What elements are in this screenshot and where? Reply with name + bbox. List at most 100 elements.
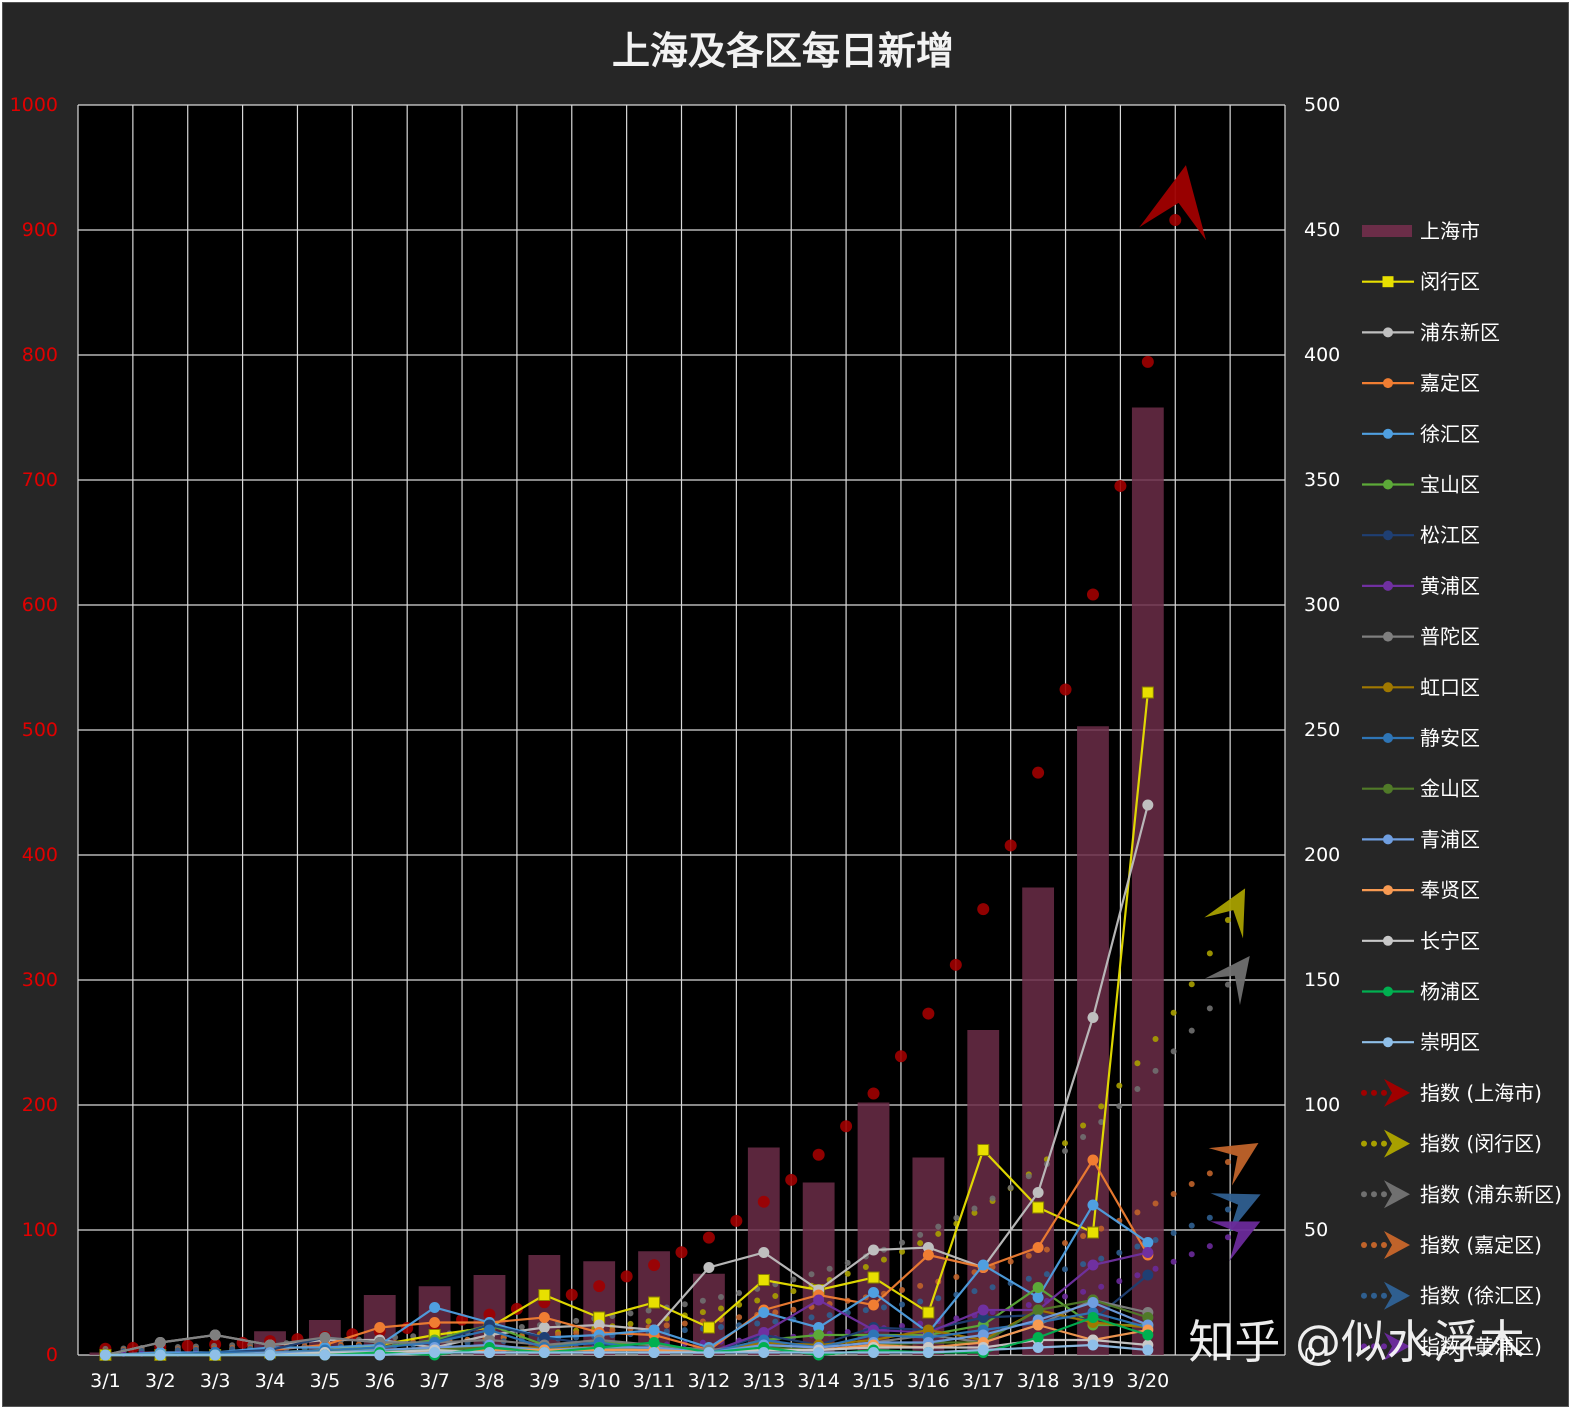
trend-dot [935,1295,942,1302]
legend-marker [1383,1037,1393,1048]
trend-dot [1025,1275,1032,1282]
legend-label: 指数 (嘉定区) [1420,1233,1542,1257]
legend-label: 静安区 [1420,726,1480,750]
trend-dot [1206,1214,1213,1221]
series-point [867,1271,880,1284]
trend-dot [1032,766,1045,779]
x-tick-label: 3/12 [688,1370,731,1392]
series-point [813,1347,825,1358]
x-tick-label: 3/15 [852,1370,895,1392]
trend-dot [790,1276,797,1283]
trend-dot [1134,1243,1141,1250]
legend-marker [1383,733,1393,743]
series-point [1087,1312,1099,1323]
y-right-tick-label: 450 [1304,219,1340,241]
trend-dot [1152,1067,1159,1074]
legend-swatch [1381,1089,1387,1096]
legend-swatch [1361,1242,1367,1248]
legend-label: 闵行区 [1420,270,1480,294]
trend-dot [894,1050,907,1063]
x-tick-label: 3/18 [1017,1370,1060,1392]
legend-marker [1383,378,1393,389]
x-tick-label: 3/1 [90,1370,121,1392]
trend-dot [1170,1048,1177,1055]
legend-marker [1383,327,1393,338]
trend-dot [880,1304,887,1311]
trend-dot [971,1288,978,1295]
trend-dot [645,1307,652,1314]
series-point [1142,1237,1154,1248]
series-point [703,1262,715,1273]
series-point [154,1349,166,1361]
legend-label: 黄浦区 [1420,574,1480,598]
legend-swatch [1361,1343,1367,1350]
trend-dot [935,1230,942,1237]
legend-label: 奉贤区 [1420,878,1480,902]
series-point [1032,1282,1044,1293]
y-right-tick-label: 50 [1304,1219,1328,1241]
trend-dot [1224,1206,1231,1213]
trend-dot [1141,355,1154,368]
trend-dot [1224,981,1231,988]
trend-dot [627,1320,634,1327]
trend-dot [917,1240,924,1247]
x-tick-label: 3/4 [255,1370,286,1392]
trend-arrowhead [1139,165,1206,241]
trend-dot [1098,1283,1105,1290]
series-line [105,1301,1149,1357]
trend-dot [826,1265,833,1272]
legend-label: 杨浦区 [1420,980,1480,1004]
x-tick-label: 3/8 [474,1370,505,1392]
series-point [1087,1199,1099,1211]
legend-marker [1383,682,1393,693]
trend-dot [1098,1103,1105,1110]
series-point [1032,1304,1044,1316]
trend-dot [1188,1222,1195,1229]
legend-swatch [1371,1292,1377,1299]
trend-dot [681,1320,688,1327]
legend-label: 指数 (黄浦区) [1420,1334,1542,1358]
trend-dot [1114,479,1127,492]
y-right-tick-label: 350 [1304,469,1340,491]
trend-dot [736,1290,743,1297]
bar-shanghai [857,1102,890,1355]
y-right-tick-label: 400 [1304,344,1340,366]
trend-dot [681,1327,688,1334]
trend-dot [1224,1159,1231,1166]
y-right-tick-label: 250 [1304,719,1340,741]
y-left-tick-label: 0 [46,1344,58,1366]
trend-dot [1080,1233,1087,1240]
trend-dot [917,1298,924,1305]
series-point [319,1349,331,1361]
trend-dot [648,1259,661,1272]
series-point [1142,799,1154,811]
series-point [868,1287,880,1298]
series-point [922,1347,934,1358]
y-right-tick-label: 0 [1304,1344,1316,1366]
watermark: 知乎 @似水浮木 [1188,1315,1525,1369]
trend-dot [1080,1133,1087,1140]
series-point [648,1337,660,1348]
chart-title: 上海及各区每日新增 [612,29,954,73]
legend-swatch [1361,1292,1367,1299]
trend-dot [1188,1181,1195,1188]
trend-dot [1169,214,1182,227]
series-point [868,1347,880,1358]
legend-swatch [1381,1242,1387,1248]
y-left-tick-label: 200 [22,1094,58,1116]
series-point [1032,1342,1044,1353]
legend-swatch [1371,1140,1377,1147]
legend-arrow [1384,1180,1410,1209]
trend-dot [953,1274,960,1281]
series-point [703,1347,715,1358]
x-tick-label: 3/6 [364,1370,395,1392]
legend-swatch [1381,1140,1387,1147]
series-point [429,1302,441,1313]
legend-label: 宝山区 [1420,473,1480,497]
legend-marker [1383,428,1393,439]
trend-arrowhead [1204,888,1246,939]
series-point [1032,1187,1044,1198]
trend-dot [1206,1005,1213,1012]
legend-marker [1383,885,1393,896]
trend-dot [1061,1239,1068,1246]
